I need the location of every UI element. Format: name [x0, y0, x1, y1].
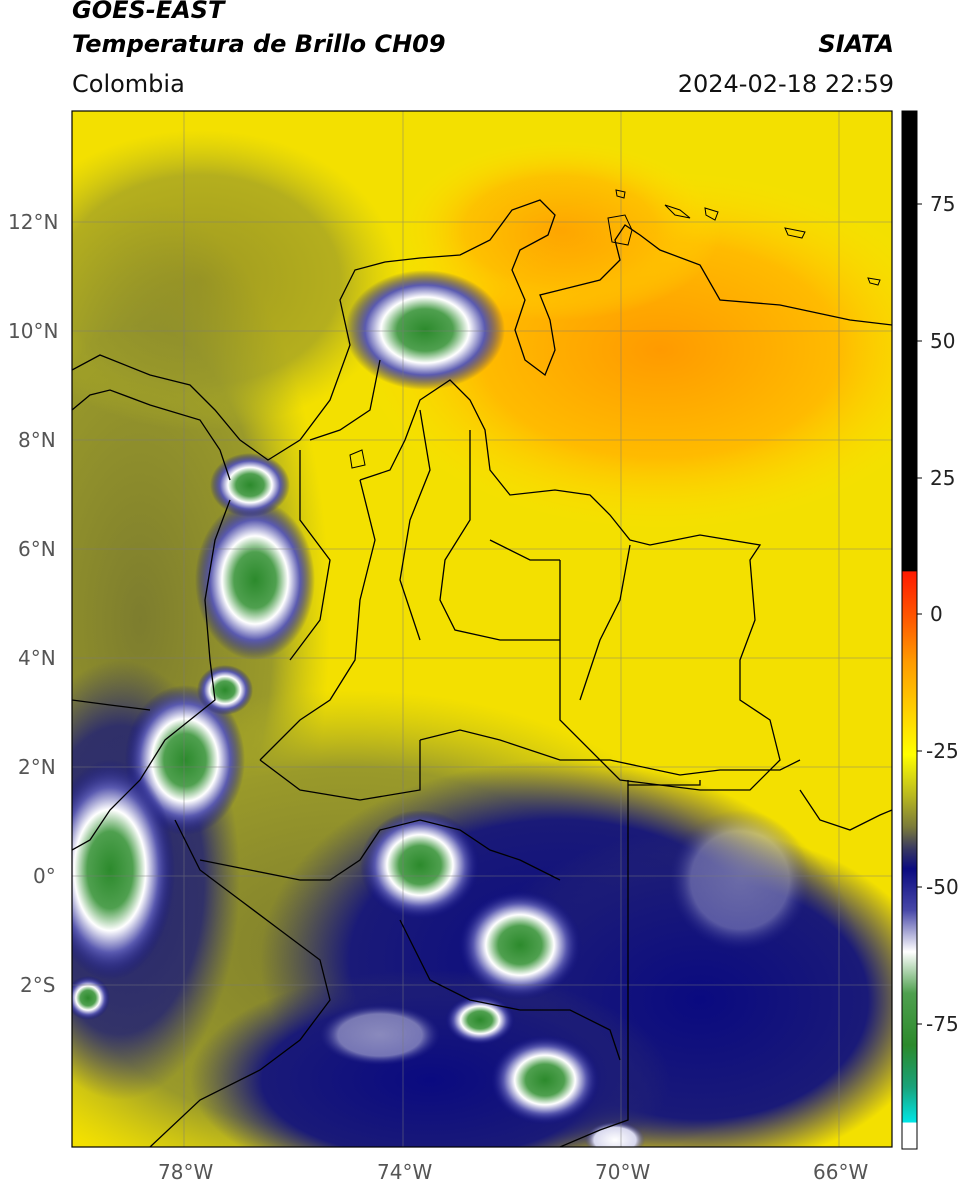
lon-label: 74°W	[377, 1160, 433, 1184]
datetime-label: 2024-02-18 22:59	[677, 70, 894, 98]
lat-label: 8°N	[18, 428, 56, 452]
colorbar-tick-label: -25	[926, 739, 959, 763]
region-label: Colombia	[72, 70, 185, 98]
map-frame	[71, 110, 893, 1148]
lat-label: 12°N	[8, 210, 59, 234]
lon-label: 70°W	[595, 1160, 651, 1184]
lat-label: 2°S	[20, 973, 56, 997]
colorbar-tick-label: -75	[926, 1012, 959, 1036]
graticule	[72, 111, 892, 1147]
coastlines	[72, 199, 892, 1147]
lat-label: 4°N	[18, 646, 56, 670]
org-title: SIATA	[818, 30, 894, 58]
map-imagery	[72, 111, 892, 1147]
colorbar-tick-label: 50	[930, 329, 956, 353]
colorbar-tick-label: 0	[930, 602, 943, 626]
lat-label: 2°N	[18, 755, 56, 779]
colorbar-tick-label: -50	[926, 875, 959, 899]
islands	[349, 189, 881, 469]
lat-label: 10°N	[8, 319, 59, 343]
colorbar-tick-label: 75	[930, 192, 956, 216]
satellite-title: GOES-EAST	[72, 0, 225, 24]
lat-label: 6°N	[18, 537, 56, 561]
colorbar-ticks	[917, 203, 922, 1025]
lon-label: 66°W	[813, 1160, 869, 1184]
lat-label: 0°	[33, 864, 56, 888]
lon-label: 78°W	[158, 1160, 214, 1184]
colorbar	[901, 110, 918, 1150]
product-title: Temperatura de Brillo CH09	[72, 30, 446, 58]
colorbar-tick-label: 25	[930, 466, 956, 490]
